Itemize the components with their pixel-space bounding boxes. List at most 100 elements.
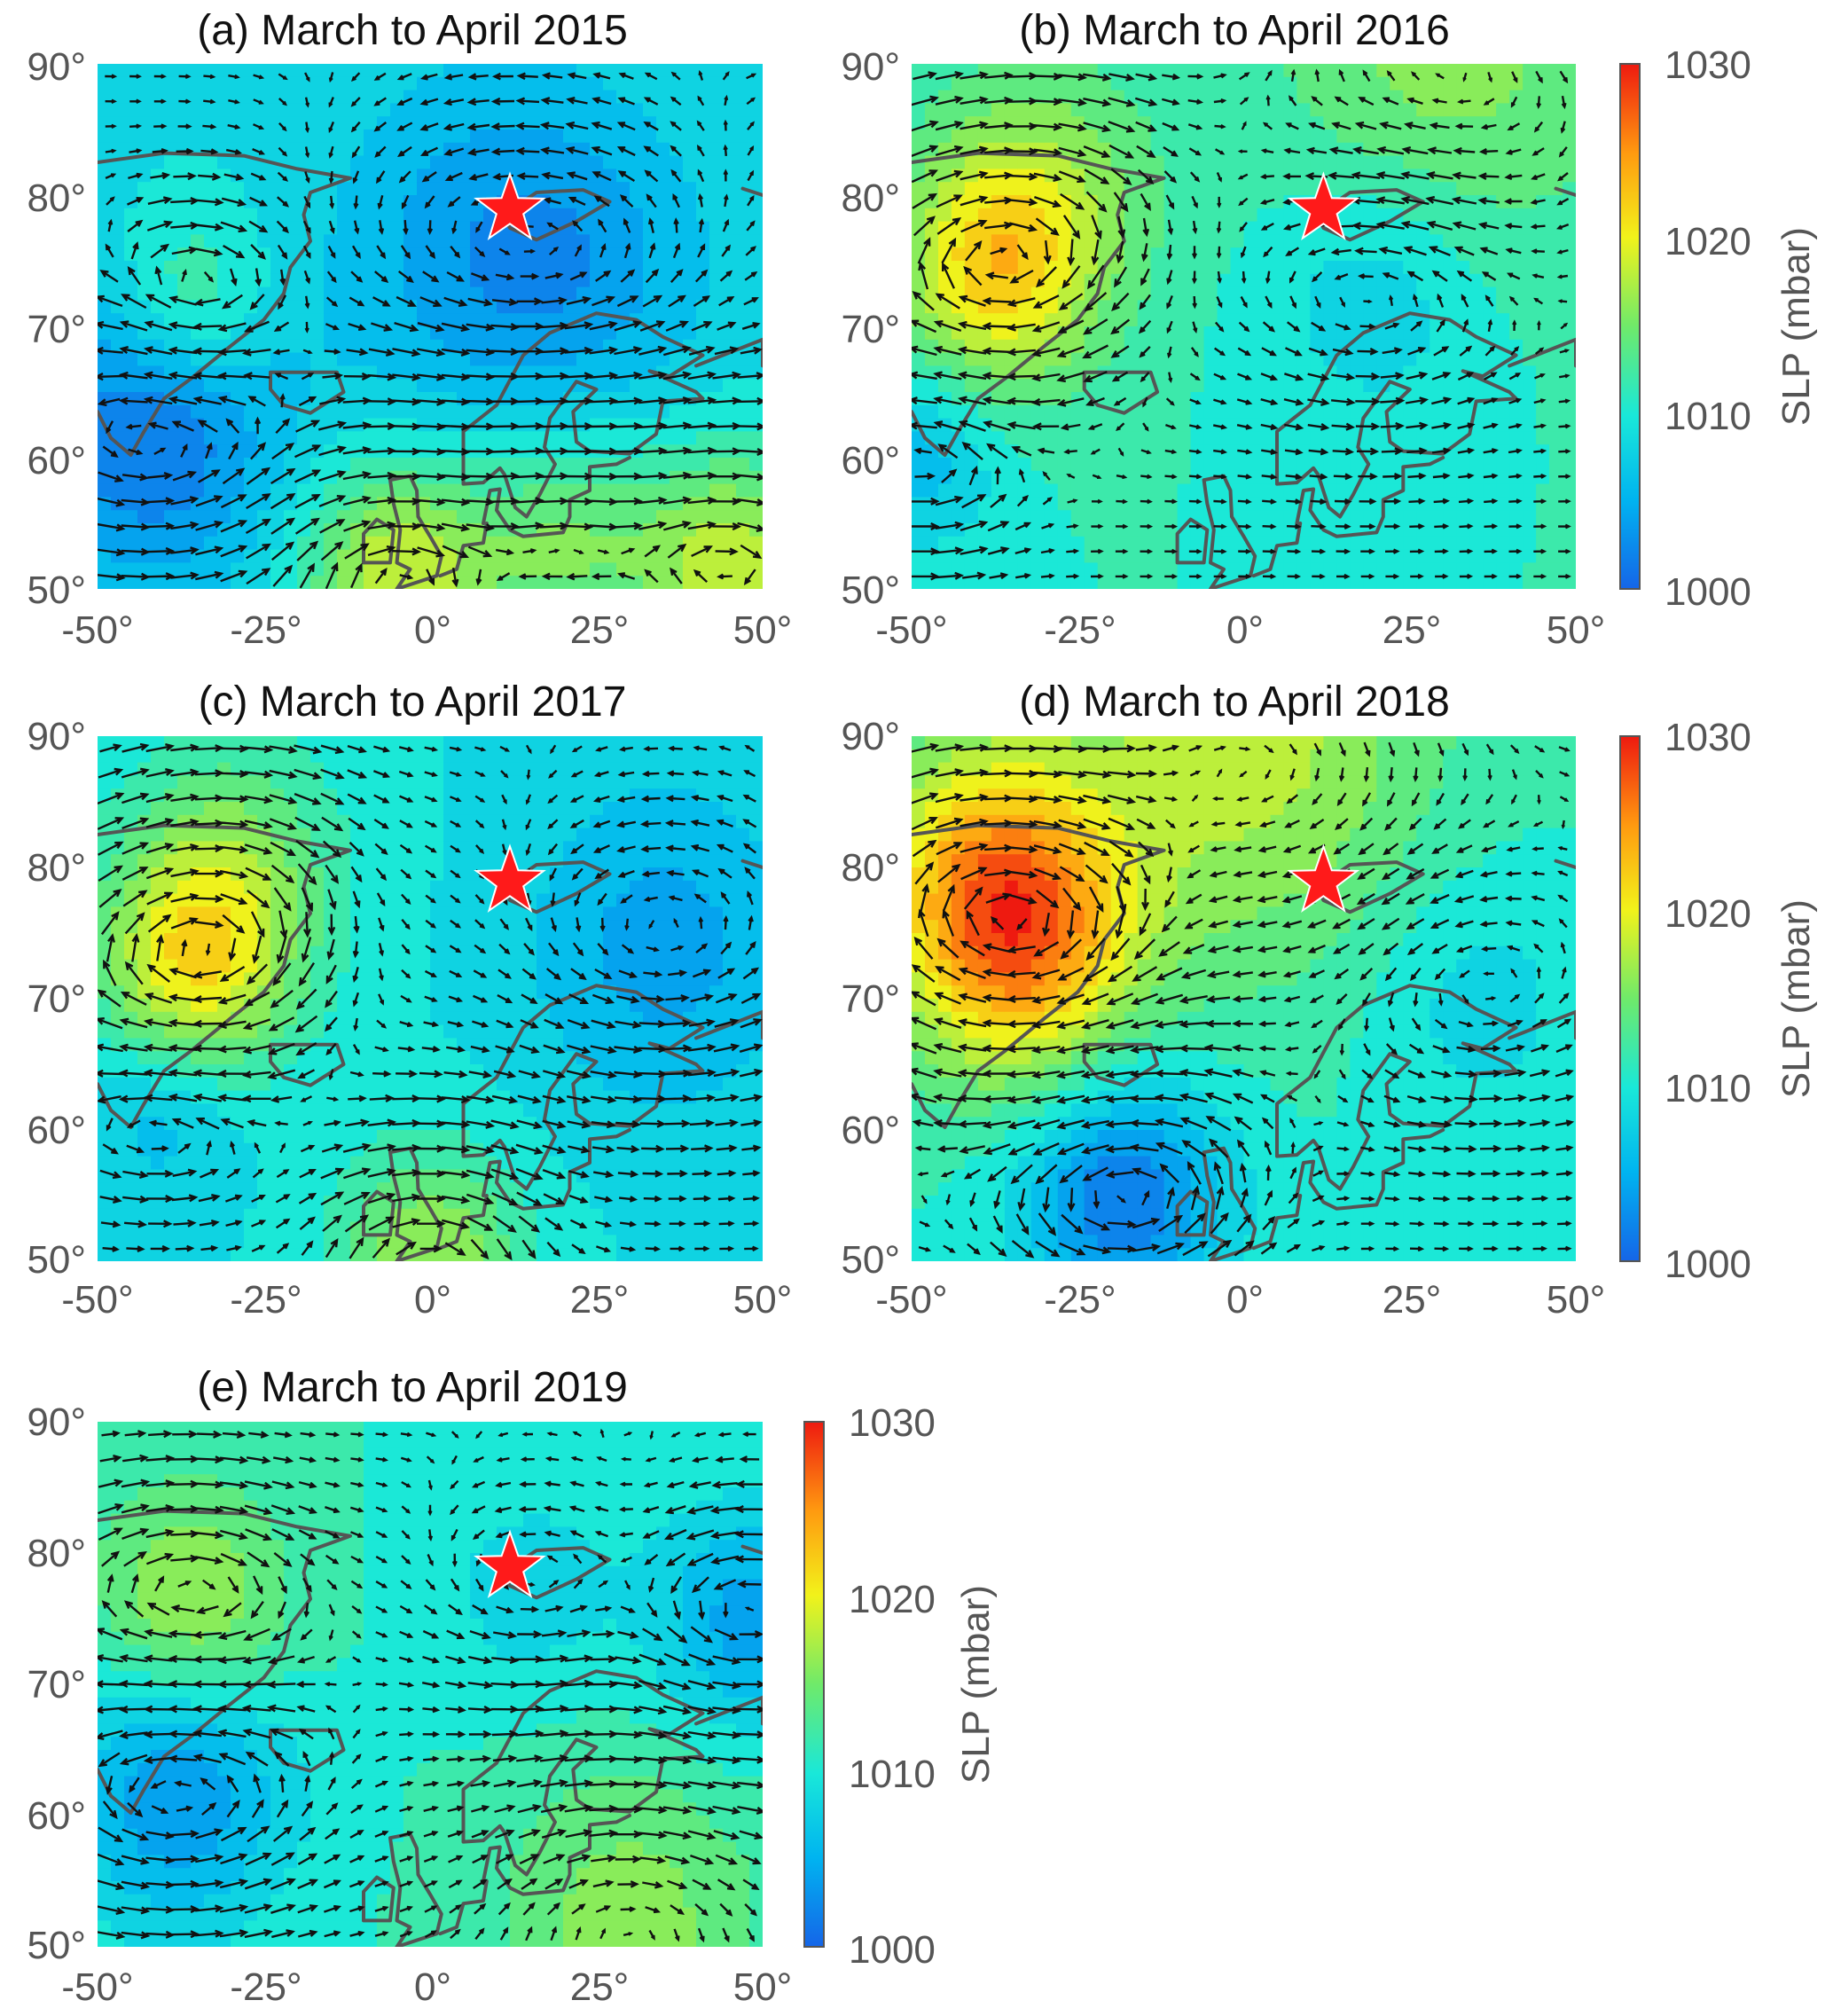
wind-arrow: [1314, 295, 1321, 309]
slp-cell: [1057, 286, 1072, 302]
slp-cell: [1363, 208, 1378, 223]
slp-cell: [430, 339, 444, 354]
wind-arrow: [276, 220, 289, 234]
slp-cell: [1496, 483, 1510, 498]
slp-cell: [350, 458, 364, 472]
slp-cell: [1230, 562, 1245, 577]
slp-cell: [510, 576, 524, 589]
slp-cell: [1456, 182, 1470, 196]
slp-cell: [1084, 129, 1099, 144]
slp-cell: [670, 129, 684, 144]
wind-arrow: [192, 396, 222, 405]
slp-cell: [1097, 208, 1112, 223]
slp-cell: [1523, 431, 1537, 445]
slp-cell: [1203, 339, 1218, 354]
slp-cell: [683, 247, 697, 262]
slp-cell: [1243, 418, 1258, 433]
wind-arrow: [1314, 68, 1320, 82]
slp-cell: [1496, 300, 1510, 314]
wind-arrow: [539, 372, 569, 380]
slp-cell: [1177, 444, 1192, 459]
slp-cell: [736, 64, 750, 78]
wind-arrow: [935, 571, 964, 580]
wind-arrow: [667, 543, 687, 559]
wind-arrow: [1189, 398, 1202, 405]
wind-arrow: [1284, 423, 1304, 431]
slp-cell: [991, 76, 1006, 91]
wind-arrow: [712, 522, 742, 531]
slp-cell: [151, 155, 165, 170]
slp-cell: [696, 458, 710, 472]
slp-cell: [1097, 458, 1112, 472]
slp-cell: [430, 64, 444, 78]
slp-cell: [1283, 458, 1298, 472]
slp-cell: [736, 273, 750, 288]
slp-cell: [1163, 536, 1179, 551]
slp-cell: [630, 300, 644, 314]
wind-arrow: [441, 473, 471, 482]
slp-cell: [457, 352, 471, 367]
wind-arrow: [1167, 346, 1172, 359]
slp-cell: [403, 510, 418, 524]
wind-arrow: [127, 219, 144, 232]
slp-cell: [417, 261, 431, 275]
wind-arrow: [342, 446, 372, 455]
slp-cell: [1549, 576, 1563, 589]
slp-cell: [337, 247, 351, 262]
slp-cell: [736, 286, 750, 302]
slp-cell: [1044, 404, 1059, 420]
slp-cell: [1150, 418, 1165, 433]
wind-arrow: [1312, 271, 1323, 283]
slp-cell: [925, 458, 939, 472]
slp-cell: [483, 182, 497, 196]
slp-cell: [217, 536, 231, 551]
slp-cell: [603, 234, 617, 248]
slp-cell: [151, 536, 165, 551]
slp-cell: [1509, 470, 1524, 485]
slp-cell: [337, 576, 351, 589]
wind-arrow: [247, 396, 266, 407]
slp-cell: [270, 182, 285, 196]
wind-arrow: [270, 517, 296, 535]
slp-cell: [403, 76, 418, 91]
wind-arrow: [490, 122, 515, 131]
slp-cell: [430, 247, 444, 262]
wind-arrow: [990, 493, 1007, 509]
slp-cell: [430, 129, 444, 144]
wind-arrow: [344, 543, 370, 560]
slp-cell: [603, 247, 617, 262]
slp-cell: [1217, 339, 1232, 354]
wind-arrow: [106, 196, 115, 206]
slp-cell: [390, 404, 404, 420]
wind-arrow: [1009, 269, 1034, 284]
slp-cell: [670, 576, 684, 589]
wind-arrow: [1140, 192, 1151, 212]
wind-arrow: [325, 561, 339, 589]
slp-cell: [124, 300, 138, 314]
slp-cell: [1030, 182, 1046, 196]
slp-cell: [510, 483, 524, 498]
wind-arrow: [1188, 474, 1202, 480]
slp-cell: [550, 379, 564, 393]
slp-cell: [98, 562, 112, 577]
slp-cell: [749, 129, 763, 144]
slp-cell: [324, 208, 338, 223]
wind-arrow: [397, 145, 412, 157]
slp-cell: [563, 562, 577, 577]
slp-cell: [1230, 155, 1245, 170]
slp-cell: [991, 221, 1006, 236]
slp-cell: [1190, 536, 1205, 551]
slp-cell: [164, 510, 178, 524]
slp-cell: [284, 182, 298, 196]
slp-cell: [1017, 379, 1032, 393]
slp-cell: [177, 536, 192, 551]
slp-cell: [1150, 103, 1165, 117]
slp-cell: [1483, 273, 1497, 288]
slp-cell: [124, 483, 138, 498]
slp-cell: [231, 76, 245, 91]
slp-cell: [951, 129, 966, 144]
slp-cell: [656, 247, 670, 262]
slp-cell: [244, 273, 258, 288]
wind-arrow: [1166, 244, 1173, 261]
slp-cell: [1310, 76, 1325, 91]
